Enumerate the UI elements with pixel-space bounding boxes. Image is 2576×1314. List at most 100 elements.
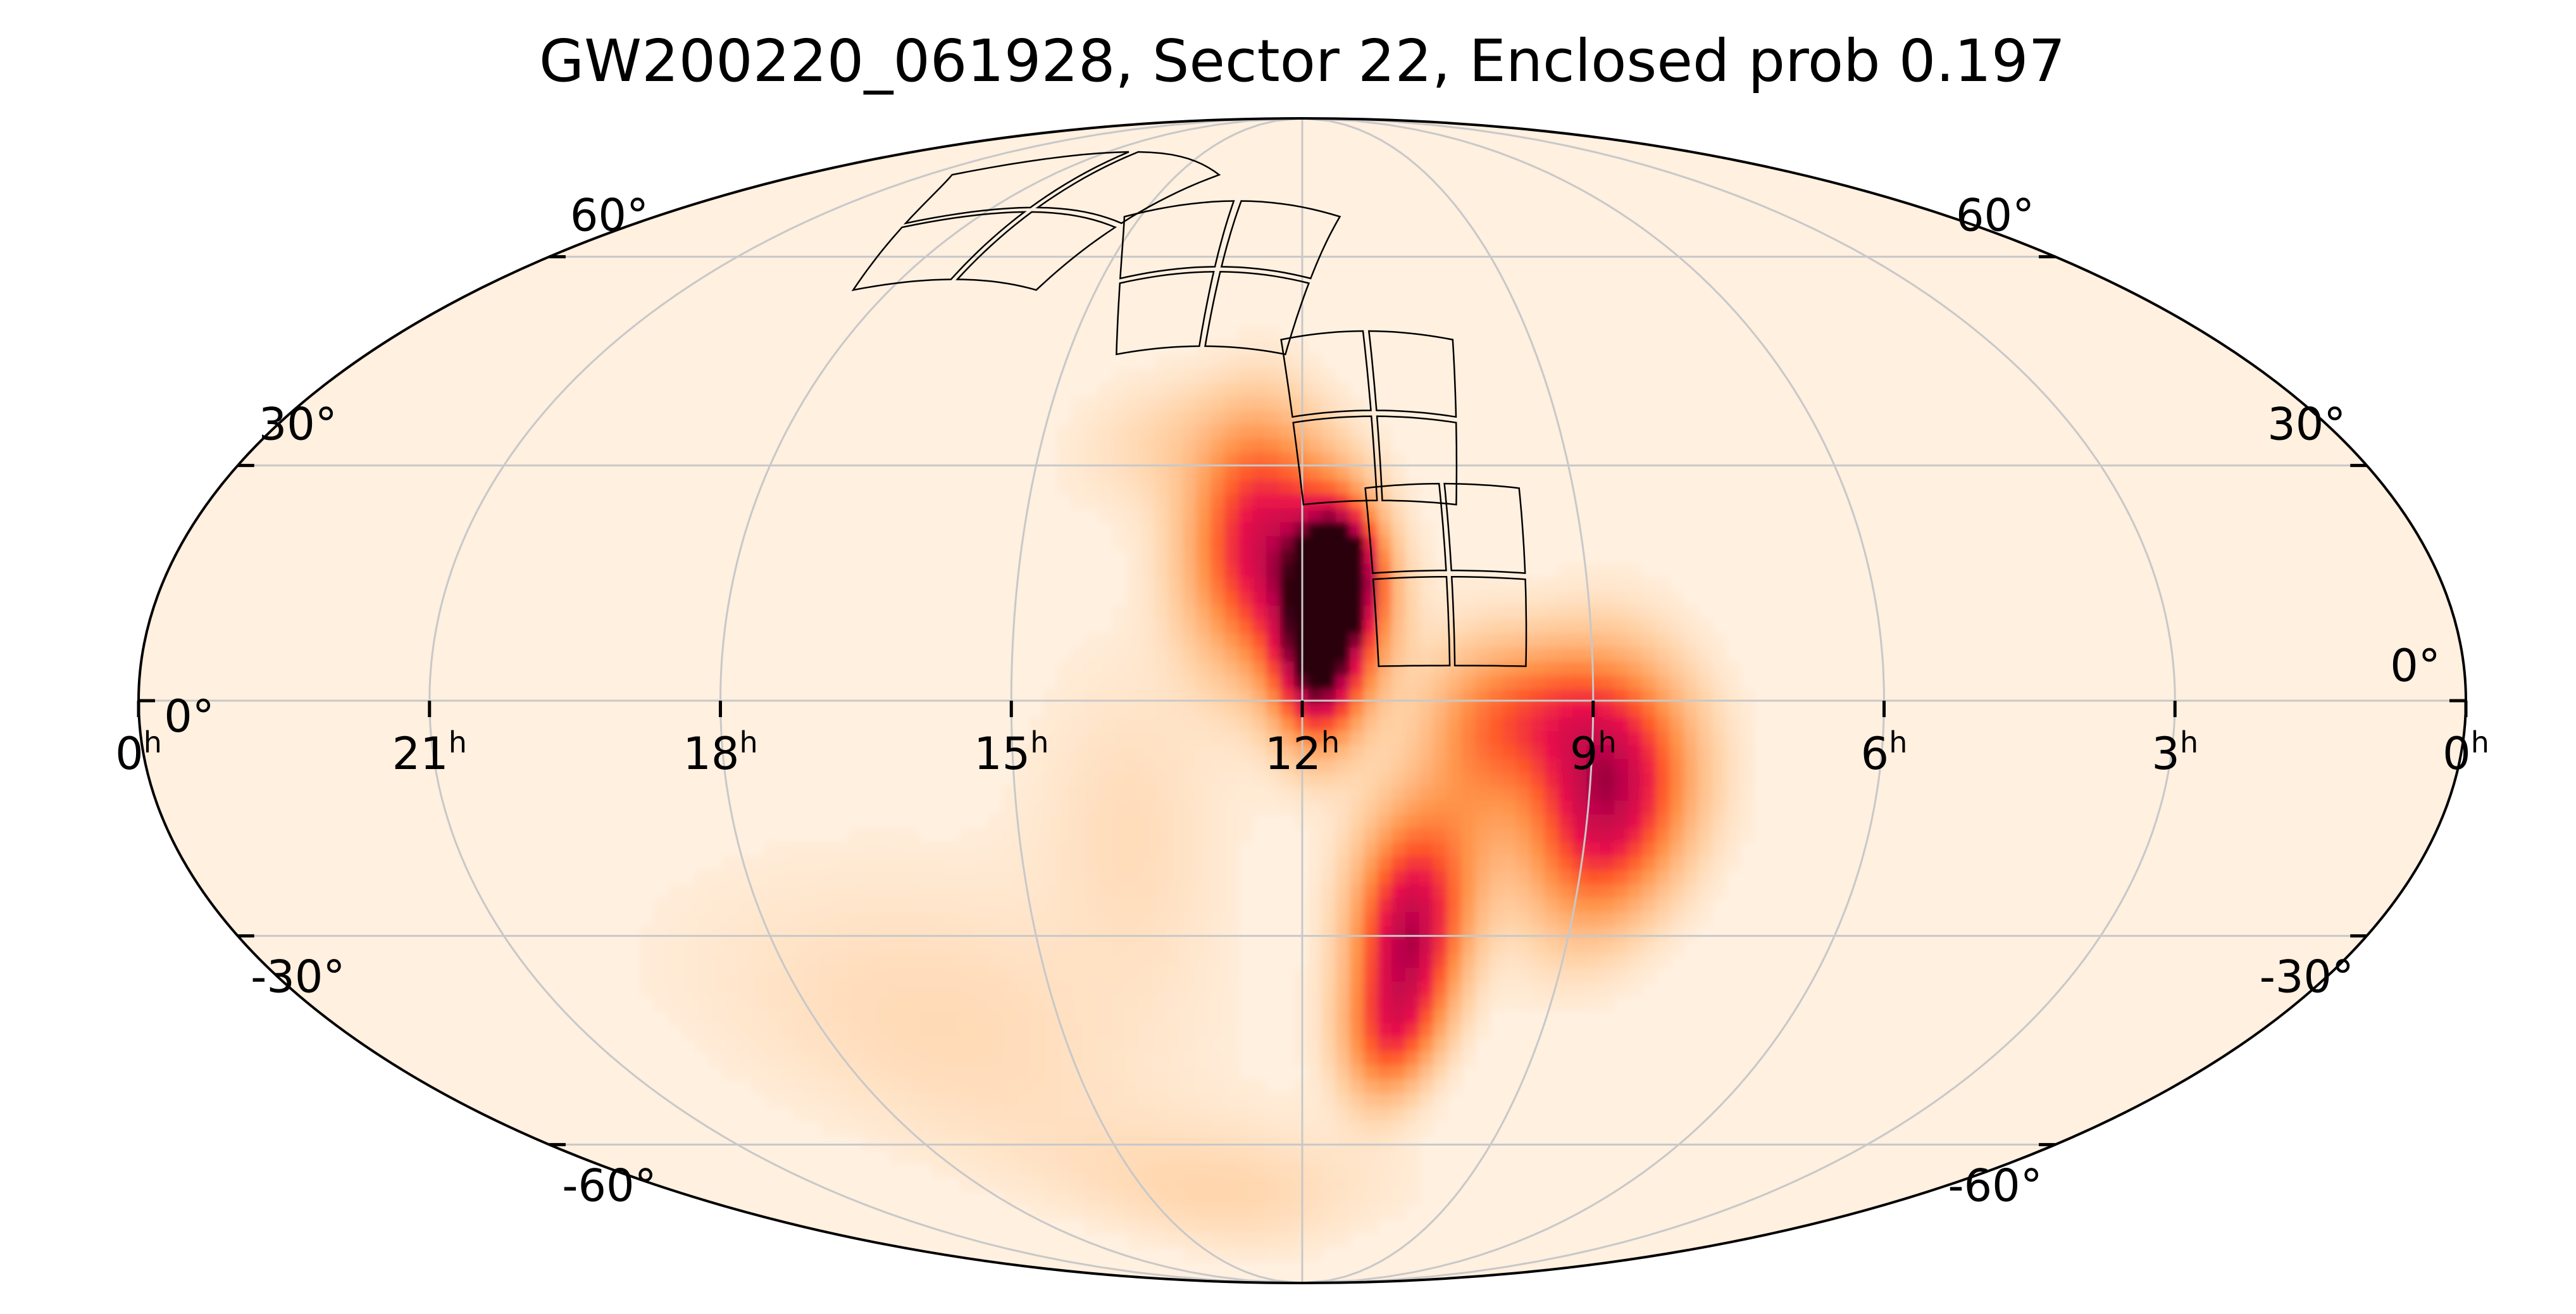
heatmap-cell-2105 (1155, 996, 1169, 1010)
heatmap-cell-1527 (918, 884, 933, 899)
ra-tick-value: 3 (2151, 728, 2180, 780)
heatmap-cell-2406 (918, 1079, 933, 1094)
heatmap-cell-1159 (1224, 801, 1239, 815)
heatmap-cell-2215 (1043, 1023, 1058, 1038)
heatmap-cell-1570 (1586, 884, 1601, 899)
heatmap-cell-716 (1628, 675, 1643, 690)
heatmap-cell-1356 (1517, 842, 1531, 857)
heatmap-cell-838 (1197, 717, 1211, 732)
heatmap-cell-2108 (1197, 996, 1211, 1010)
heatmap-cell-509 (1378, 620, 1392, 634)
heatmap-cell-2420 (1113, 1079, 1128, 1094)
heatmap-cell-634 (1169, 661, 1183, 676)
heatmap-cell-663 (1572, 661, 1587, 676)
heatmap-cell-2033 (1085, 982, 1100, 996)
heatmap-cell-1657 (737, 912, 752, 927)
ra-tick-label-1: 21h (392, 725, 467, 780)
heatmap-cell-276 (1169, 522, 1183, 537)
heatmap-cell-1940 (751, 968, 766, 982)
heatmap-cell-2354 (835, 1065, 849, 1080)
heatmap-cell-1817 (974, 940, 988, 954)
heatmap-cell-464 (1336, 606, 1350, 620)
heatmap-cell-1009 (1378, 759, 1392, 773)
heatmap-cell-1349 (1419, 842, 1434, 857)
heatmap-cell-1123 (1475, 787, 1490, 801)
heatmap-cell-579 (1071, 648, 1086, 662)
heatmap-cell-1385 (904, 856, 919, 871)
heatmap-cell-600 (1364, 648, 1378, 662)
heatmap-cell-607 (1461, 648, 1476, 662)
heatmap-cell-2115 (1350, 996, 1364, 1010)
heatmap-cell-1010 (1391, 759, 1406, 773)
heatmap-cell-1394 (1030, 856, 1044, 871)
heatmap-cell-1440 (695, 870, 710, 885)
heatmap-cell-332 (1322, 550, 1336, 565)
heatmap-cell-201 (1099, 480, 1114, 495)
heatmap-cell-1576 (1670, 884, 1684, 899)
heatmap-cell-488 (1670, 606, 1684, 620)
heatmap-cell-1530 (960, 884, 974, 899)
heatmap-cell-1851 (1517, 940, 1531, 954)
heatmap-cell-113 (1238, 425, 1253, 439)
heatmap-cell-173 (1057, 466, 1072, 481)
heatmap-cell-829 (1071, 717, 1086, 732)
heatmap-cell-1396 (1057, 856, 1072, 871)
heatmap-cell-1523 (862, 884, 877, 899)
heatmap-cell-2683 (1238, 1163, 1253, 1177)
heatmap-cell-1342 (1322, 842, 1336, 857)
heatmap-cell-2205 (904, 1023, 919, 1038)
heatmap-cell-260 (1252, 508, 1267, 523)
heatmap-cell-118 (1308, 425, 1322, 439)
heatmap-cell-1719 (1670, 912, 1684, 927)
heatmap-cell-2294 (1461, 1037, 1476, 1052)
heatmap-cell-327 (1252, 550, 1267, 565)
heatmap-cell-247 (1391, 494, 1406, 509)
heatmap-cell-307 (1280, 536, 1295, 551)
heatmap-cell-1514 (737, 884, 752, 899)
heatmap-cell-422 (1322, 592, 1336, 606)
heatmap-cell-419 (1280, 592, 1295, 606)
heatmap-cell-2109 (1210, 996, 1225, 1010)
heatmap-cell-449 (1127, 606, 1142, 620)
heatmap-cell-570 (1600, 634, 1615, 648)
heatmap-cell-2231 (1322, 1023, 1336, 1038)
heatmap-cell-1130 (1572, 787, 1587, 801)
heatmap-cell-1318 (918, 842, 933, 857)
heatmap-cell-846 (1308, 717, 1322, 732)
heatmap-cell-1064 (1405, 773, 1420, 787)
heatmap-cell-880 (1057, 731, 1072, 746)
heatmap-cell-1060 (1350, 773, 1364, 787)
heatmap-cell-2557 (1071, 1121, 1086, 1136)
heatmap-cell-2820 (1308, 1232, 1322, 1247)
heatmap-cell-560 (1461, 634, 1476, 648)
heatmap-cell-2135 (681, 1010, 696, 1024)
heatmap-cell-179 (1141, 466, 1155, 481)
heatmap-cell-2016 (849, 982, 863, 996)
heatmap-cell-250 (1113, 508, 1128, 523)
heatmap-cell-1065 (1419, 773, 1434, 787)
heatmap-cell-2177 (1322, 1010, 1336, 1024)
heatmap-cell-2461 (1016, 1093, 1030, 1108)
heatmap-cell-1894 (1071, 954, 1086, 968)
heatmap-cell-2267 (1030, 1037, 1044, 1052)
heatmap-cell-2523 (1224, 1107, 1239, 1122)
heatmap-cell-2821 (1322, 1232, 1336, 1247)
heatmap-cell-2133 (1600, 996, 1615, 1010)
heatmap-cell-1811 (890, 940, 905, 954)
heatmap-cell-550 (1322, 634, 1336, 648)
heatmap-cell-1525 (890, 884, 905, 899)
heatmap-cell-1711 (1559, 912, 1573, 927)
heatmap-cell-655 (1461, 661, 1476, 676)
heatmap-cell-1849 (1489, 940, 1503, 954)
heatmap-cell-798 (1364, 703, 1378, 718)
heatmap-cell-1183 (1559, 801, 1573, 815)
heatmap-cell-1157 (1197, 801, 1211, 815)
heatmap-cell-1819 (1002, 940, 1016, 954)
heatmap-cell-460 (1280, 606, 1295, 620)
heatmap-cell-315 (1391, 536, 1406, 551)
chart-title: GW200220_061928, Sector 22, Enclosed pro… (539, 27, 2065, 95)
heatmap-cell-2599 (1085, 1135, 1100, 1149)
heatmap-cell-954 (1350, 745, 1364, 760)
heatmap-cell-2367 (1016, 1065, 1030, 1080)
heatmap-cell-2061 (1531, 982, 1545, 996)
